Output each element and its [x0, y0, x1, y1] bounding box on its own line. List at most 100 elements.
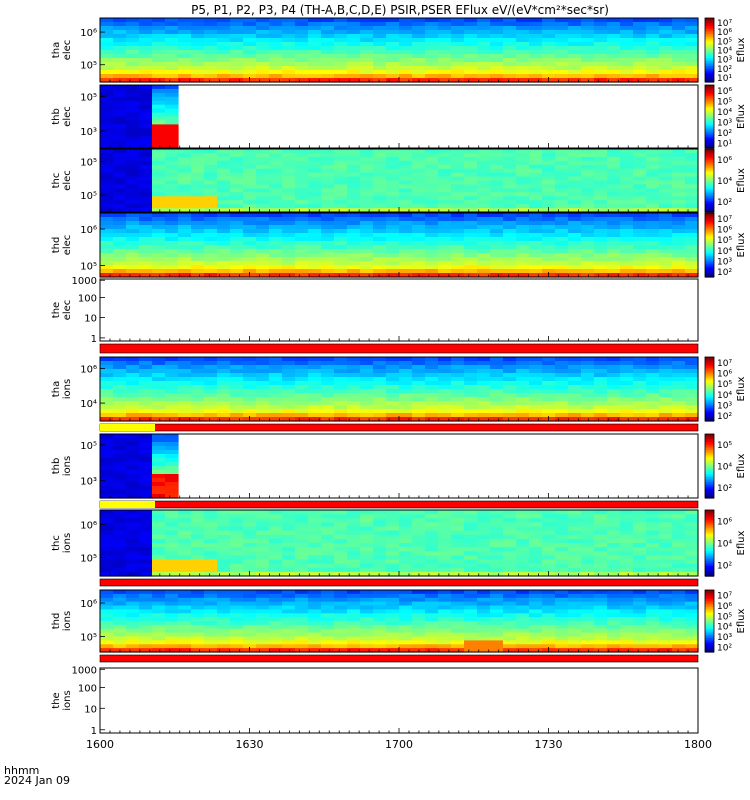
heatmap-cell — [100, 172, 114, 178]
heatmap-cell — [438, 152, 452, 158]
heatmap-cell — [672, 18, 686, 23]
heatmap-cell — [451, 156, 465, 162]
heatmap-cell — [529, 58, 543, 63]
heatmap-cell — [321, 30, 335, 35]
heatmap-cell — [464, 357, 478, 362]
heatmap-cell — [126, 462, 140, 467]
heatmap-cell — [451, 42, 465, 47]
heatmap-cell — [581, 58, 595, 63]
heatmap-cell — [217, 241, 231, 246]
heatmap-cell — [633, 555, 647, 561]
heatmap-cell — [113, 46, 127, 51]
heatmap-cell — [568, 70, 582, 75]
heatmap-cell — [191, 46, 205, 51]
heatmap-cell — [256, 417, 270, 422]
heatmap-cell — [165, 636, 179, 641]
heatmap-cell — [217, 160, 231, 166]
heatmap-cell — [503, 149, 517, 154]
heatmap-cell — [256, 237, 270, 242]
heatmap-cell — [412, 26, 426, 31]
heatmap-cell — [204, 571, 218, 577]
heatmap-cell — [243, 401, 257, 406]
heatmap-cell — [113, 245, 127, 250]
heatmap-cell — [438, 543, 452, 548]
heatmap-cell — [347, 530, 361, 536]
heatmap-cell — [100, 559, 114, 565]
heatmap-cell — [581, 176, 595, 182]
heatmap-cell — [386, 261, 400, 266]
heatmap-cell — [360, 273, 374, 278]
heatmap-cell — [581, 172, 595, 178]
heatmap-cell — [165, 543, 179, 548]
colorbar-segment — [705, 199, 714, 202]
colorbar-segment — [705, 384, 714, 387]
heatmap-cell — [412, 385, 426, 390]
heatmap-cell — [464, 257, 478, 262]
heatmap-cell — [100, 377, 114, 382]
heatmap-cell — [113, 381, 127, 386]
heatmap-cell — [334, 261, 348, 266]
heatmap-cell — [360, 168, 374, 174]
heatmap-cell — [217, 644, 231, 649]
heatmap-cell — [633, 58, 647, 63]
heatmap-cell — [139, 132, 153, 137]
colorbar-segment — [705, 466, 714, 469]
heatmap-cell — [100, 397, 114, 402]
heatmap-cell — [113, 269, 127, 274]
heatmap-cell — [100, 50, 114, 55]
heatmap-cell — [308, 42, 322, 47]
colorbar-segment — [705, 107, 714, 110]
heatmap-cell — [659, 164, 673, 170]
heatmap-cell — [256, 34, 270, 39]
heatmap-cell — [425, 357, 439, 362]
heatmap-cell — [295, 58, 309, 63]
heatmap-cell — [490, 213, 504, 218]
heatmap-cell — [113, 601, 127, 607]
heatmap-cell — [217, 78, 231, 83]
heatmap-cell — [620, 62, 634, 67]
heatmap-cell — [399, 58, 413, 63]
heatmap-cell — [373, 70, 387, 75]
colorbar-segment — [705, 172, 714, 175]
heatmap-cell — [152, 590, 166, 595]
heatmap-cell — [542, 551, 556, 556]
heatmap-cell — [113, 357, 127, 362]
heatmap-cell — [321, 534, 335, 540]
heatmap-cell — [308, 567, 322, 573]
heatmap-cell — [594, 204, 608, 209]
heatmap-cell — [490, 253, 504, 258]
heatmap-cell — [152, 196, 166, 201]
heatmap-cell — [113, 74, 127, 79]
heatmap-cell — [503, 208, 517, 213]
heatmap-cell — [282, 217, 296, 222]
heatmap-cell — [295, 273, 309, 278]
heatmap-cell — [451, 526, 465, 532]
heatmap-cell — [321, 184, 335, 189]
heatmap-cell — [360, 543, 374, 548]
heatmap-cell — [230, 265, 244, 270]
heatmap-cell — [568, 265, 582, 270]
heatmap-cell — [412, 261, 426, 266]
heatmap-cell — [490, 405, 504, 410]
colorbar-segment — [705, 96, 714, 99]
heatmap-cell — [256, 22, 270, 27]
heatmap-cell — [113, 590, 127, 595]
colorbar-segment — [705, 163, 714, 166]
heatmap-cell — [334, 200, 348, 205]
heatmap-cell — [620, 58, 634, 63]
heatmap-cell — [685, 188, 699, 193]
heatmap-cell — [386, 385, 400, 390]
heatmap-cell — [269, 273, 283, 278]
heatmap-cell — [594, 62, 608, 67]
heatmap-cell — [295, 50, 309, 55]
heatmap-cell — [269, 393, 283, 398]
heatmap-cell — [542, 381, 556, 386]
heatmap-cell — [230, 609, 244, 614]
heatmap-cell — [503, 397, 517, 402]
heatmap-cell — [230, 571, 244, 577]
heatmap-cell — [217, 30, 231, 35]
colorbar-segment — [705, 204, 714, 207]
heatmap-cell — [399, 156, 413, 162]
heatmap-cell — [607, 225, 621, 230]
heatmap-cell — [191, 164, 205, 170]
